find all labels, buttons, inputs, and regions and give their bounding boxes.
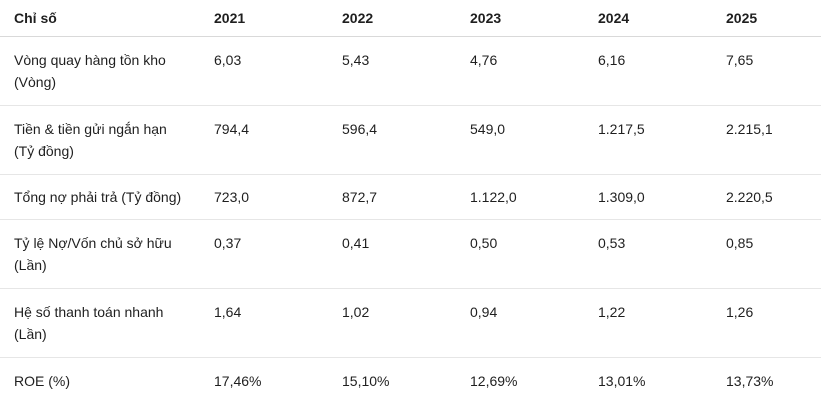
value-cell: 4,76 bbox=[456, 36, 584, 106]
header-row: Chỉ số 2021 2022 2023 2024 2025 bbox=[0, 0, 821, 37]
value-cell: 17,46% bbox=[214, 373, 262, 389]
header-year-2021: 2021 bbox=[200, 0, 328, 37]
table-row: Tiền & tiền gửi ngắn hạn (Tỷ đồng) 794,4… bbox=[0, 105, 821, 175]
row-unit: (Lần) bbox=[14, 257, 47, 273]
row-label-cell: Tỷ lệ Nợ/Vốn chủ sở hữu (Lần) bbox=[0, 219, 200, 289]
header-indicator: Chỉ số bbox=[0, 0, 200, 37]
row-unit: (Vòng) bbox=[14, 74, 57, 90]
value-cell: 2.215,1 bbox=[712, 105, 821, 175]
row-label: Hệ số thanh toán nhanh bbox=[14, 304, 164, 320]
row-unit: (Tỷ đồng) bbox=[14, 143, 74, 159]
value-cell: 1.122,0 bbox=[456, 174, 584, 220]
value-cell: 5,43 bbox=[328, 36, 456, 106]
row-label-cell: Hệ số thanh toán nhanh (Lần) bbox=[0, 288, 200, 358]
value-cell: 1,64 bbox=[200, 288, 328, 358]
value-cell: 13,01% bbox=[598, 373, 646, 389]
header-year-2022: 2022 bbox=[328, 0, 456, 37]
value-cell: 6,03 bbox=[200, 36, 328, 106]
value-cell: 0,85 bbox=[712, 219, 821, 289]
value-cell: 1,26 bbox=[712, 288, 821, 358]
header-year-2024: 2024 bbox=[584, 0, 712, 37]
value-cell: 872,7 bbox=[328, 174, 456, 220]
value-cell: 6,16 bbox=[584, 36, 712, 106]
value-cell: 1.309,0 bbox=[584, 174, 712, 220]
value-cell: 0,37 bbox=[200, 219, 328, 289]
table-row: Tổng nợ phải trả (Tỷ đồng) 723,0 872,7 1… bbox=[0, 174, 821, 220]
row-label: Tiền & tiền gửi ngắn hạn bbox=[14, 121, 167, 137]
row-label: Tổng nợ phải trả (Tỷ đồng) bbox=[14, 189, 182, 205]
table-row: Vòng quay hàng tồn kho (Vòng) 6,03 5,43 … bbox=[0, 36, 821, 106]
value-cell: 0,53 bbox=[584, 219, 712, 289]
value-cell: 2.220,5 bbox=[712, 174, 821, 220]
header-year-2023: 2023 bbox=[456, 0, 584, 37]
row-label-cell: Tiền & tiền gửi ngắn hạn (Tỷ đồng) bbox=[0, 105, 200, 175]
row-label-cell: Tổng nợ phải trả (Tỷ đồng) bbox=[0, 174, 200, 220]
value-cell: 0,50 bbox=[456, 219, 584, 289]
row-label-cell: ROE (%) bbox=[0, 358, 200, 407]
table-header: Chỉ số 2021 2022 2023 2024 2025 bbox=[0, 0, 821, 37]
row-label: ROE (%) bbox=[14, 373, 70, 389]
table-row: ROE (%) 17,46% 15,10% 12,69% 13,01% 13,7… bbox=[0, 358, 821, 407]
row-label-cell: Vòng quay hàng tồn kho (Vòng) bbox=[0, 36, 200, 106]
table-body: Vòng quay hàng tồn kho (Vòng) 6,03 5,43 … bbox=[0, 36, 821, 407]
table-row: Tỷ lệ Nợ/Vốn chủ sở hữu (Lần) 0,37 0,41 … bbox=[0, 219, 821, 289]
value-cell: 0,41 bbox=[328, 219, 456, 289]
row-unit: (Lần) bbox=[14, 326, 47, 342]
value-cell: 15,10% bbox=[342, 373, 390, 389]
table-row: Hệ số thanh toán nhanh (Lần) 1,64 1,02 0… bbox=[0, 288, 821, 358]
value-cell: 1.217,5 bbox=[584, 105, 712, 175]
value-cell: 12,69% bbox=[470, 373, 518, 389]
value-cell: 1,22 bbox=[584, 288, 712, 358]
value-cell: 723,0 bbox=[200, 174, 328, 220]
row-label: Vòng quay hàng tồn kho bbox=[14, 52, 166, 68]
value-cell: 7,65 bbox=[712, 36, 821, 106]
value-cell: 0,94 bbox=[456, 288, 584, 358]
value-cell: 794,4 bbox=[200, 105, 328, 175]
value-cell: 1,02 bbox=[328, 288, 456, 358]
row-label: Tỷ lệ Nợ/Vốn chủ sở hữu bbox=[14, 235, 172, 251]
value-cell: 596,4 bbox=[328, 105, 456, 175]
header-year-2025: 2025 bbox=[712, 0, 821, 37]
value-cell: 549,0 bbox=[456, 105, 584, 175]
value-cell: 13,73% bbox=[726, 373, 774, 389]
